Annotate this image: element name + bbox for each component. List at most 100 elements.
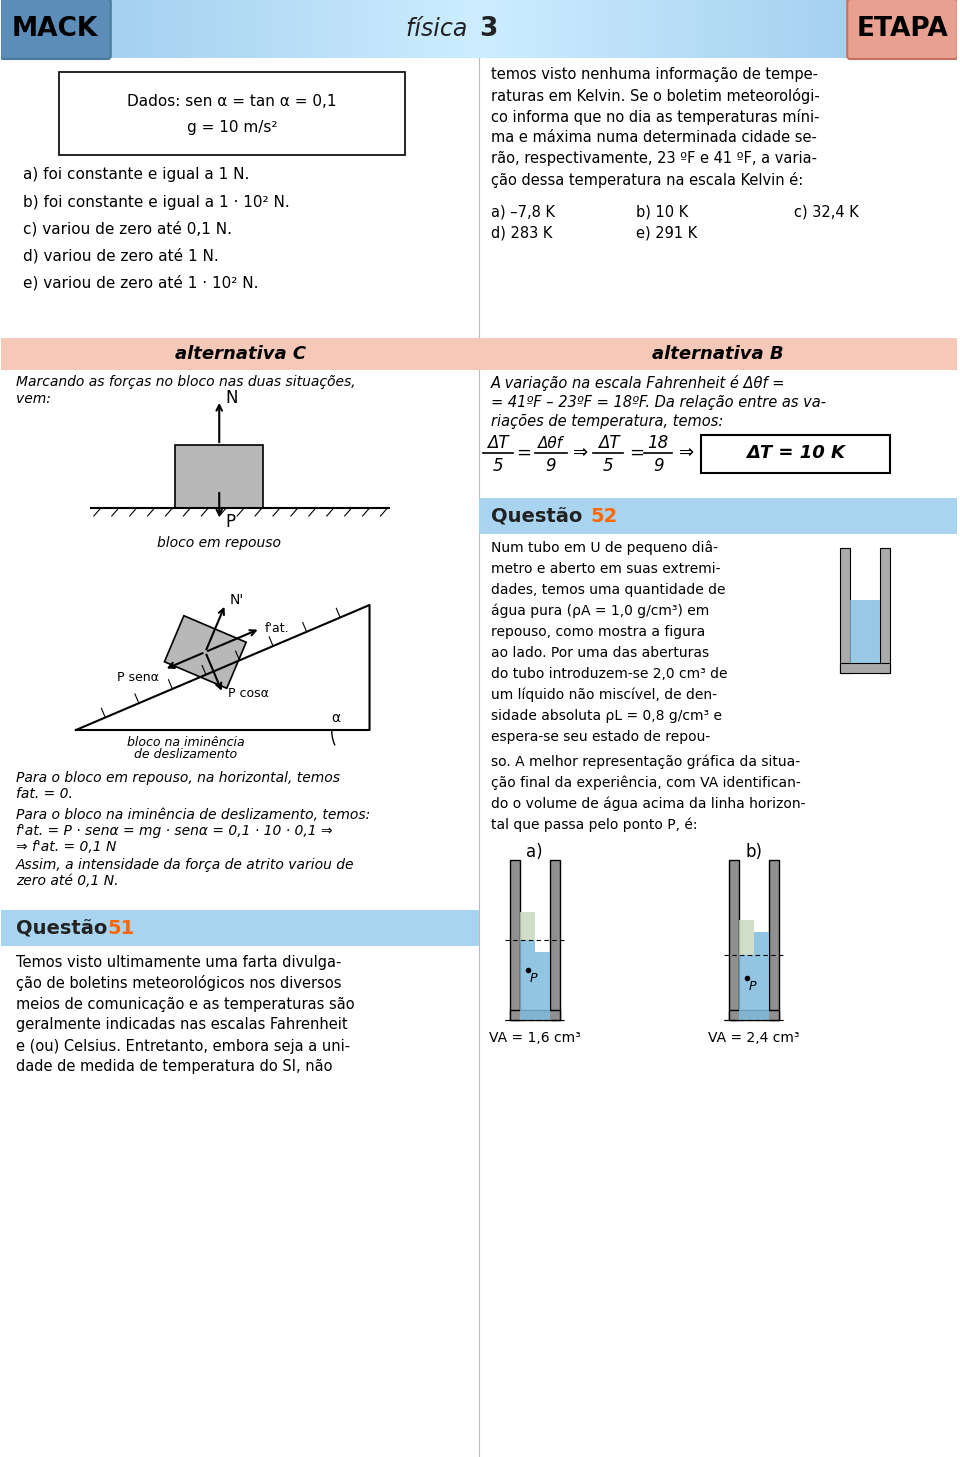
Bar	[164, 0, 169, 58]
Text: e (ou) Celsius. Entretanto, embora seja a uni-: e (ou) Celsius. Entretanto, embora seja …	[16, 1039, 350, 1053]
Bar	[245, 0, 250, 58]
Bar	[840, 548, 851, 673]
Bar	[561, 0, 565, 58]
Bar	[1, 0, 6, 58]
Text: riações de temperatura, temos:: riações de temperatura, temos:	[491, 414, 723, 428]
Bar	[641, 0, 646, 58]
Bar	[187, 0, 192, 58]
Bar	[216, 0, 221, 58]
Text: metro e aberto em suas extremi-: metro e aberto em suas extremi-	[491, 562, 720, 576]
Text: VA = 2,4 cm³: VA = 2,4 cm³	[708, 1032, 800, 1045]
Bar	[269, 0, 274, 58]
Text: 5: 5	[492, 457, 503, 475]
Bar	[397, 0, 402, 58]
Bar	[823, 0, 828, 58]
Bar	[445, 0, 450, 58]
Bar	[565, 0, 570, 58]
Text: Dados: sen α = tan α = 0,1: Dados: sen α = tan α = 0,1	[128, 95, 337, 109]
Bar	[63, 0, 68, 58]
Bar	[107, 0, 111, 58]
Text: Para o bloco na iminência de deslizamento, temos:: Para o bloco na iminência de deslizament…	[16, 809, 371, 822]
Bar	[769, 860, 779, 1020]
Bar	[30, 0, 35, 58]
Text: P: P	[749, 979, 756, 992]
Bar	[479, 338, 957, 370]
Text: ΔT = 10 K: ΔT = 10 K	[746, 444, 845, 462]
Text: P: P	[530, 972, 538, 985]
Bar	[298, 0, 302, 58]
Bar	[808, 0, 813, 58]
Bar	[651, 0, 656, 58]
Bar	[723, 0, 728, 58]
Text: VA = 1,6 cm³: VA = 1,6 cm³	[489, 1032, 581, 1045]
Bar	[928, 0, 933, 58]
Bar	[840, 663, 890, 673]
Bar	[1, 911, 479, 946]
Bar	[259, 0, 264, 58]
Bar	[718, 0, 723, 58]
Text: temos visto nenhuma informação de tempe-: temos visto nenhuma informação de tempe-	[491, 67, 818, 83]
Bar	[510, 1010, 560, 1020]
Bar	[739, 954, 754, 1020]
Text: a) –7,8 K: a) –7,8 K	[491, 204, 555, 220]
Text: ao lado. Por uma das aberturas: ao lado. Por uma das aberturas	[491, 645, 709, 660]
Bar	[670, 0, 675, 58]
FancyBboxPatch shape	[0, 0, 110, 58]
Bar	[92, 0, 97, 58]
Bar	[636, 0, 641, 58]
Bar	[25, 0, 30, 58]
Bar	[612, 0, 617, 58]
Bar	[102, 0, 107, 58]
Bar	[460, 0, 465, 58]
Bar	[116, 0, 121, 58]
Bar	[550, 860, 560, 1020]
Bar	[145, 0, 150, 58]
Bar	[689, 0, 694, 58]
Bar	[784, 0, 789, 58]
Bar	[474, 0, 479, 58]
Text: a): a)	[526, 844, 543, 861]
Bar	[632, 0, 636, 58]
Bar	[919, 0, 924, 58]
Text: so. A melhor representação gráfica da situa-: so. A melhor representação gráfica da si…	[491, 755, 800, 769]
Bar	[776, 0, 780, 58]
Text: =: =	[516, 444, 531, 462]
Text: 5: 5	[603, 457, 613, 475]
Text: =: =	[629, 444, 644, 462]
Text: alternativa B: alternativa B	[652, 345, 783, 363]
Bar	[54, 0, 59, 58]
Bar	[378, 0, 383, 58]
Bar	[701, 436, 890, 474]
Bar	[909, 0, 914, 58]
Text: alternativa C: alternativa C	[175, 345, 305, 363]
Text: Δθf: Δθf	[539, 436, 564, 450]
Text: dade de medida de temperatura do SI, não: dade de medida de temperatura do SI, não	[16, 1059, 333, 1074]
Bar	[517, 0, 522, 58]
Bar	[752, 0, 756, 58]
Bar	[622, 0, 627, 58]
Bar	[603, 0, 608, 58]
Bar	[876, 0, 880, 58]
Bar	[588, 0, 593, 58]
Bar	[150, 0, 155, 58]
Bar	[78, 0, 83, 58]
Bar	[126, 0, 131, 58]
Bar	[293, 0, 298, 58]
Text: N: N	[226, 389, 238, 407]
Text: zero até 0,1 N.: zero até 0,1 N.	[16, 874, 119, 887]
Text: d) variou de zero até 1 N.: d) variou de zero até 1 N.	[23, 248, 219, 264]
Bar	[341, 0, 346, 58]
Text: ΔT: ΔT	[598, 434, 619, 452]
Bar	[900, 0, 904, 58]
Bar	[708, 0, 713, 58]
Bar	[441, 0, 445, 58]
Bar	[713, 0, 718, 58]
Text: P: P	[226, 513, 235, 530]
Text: b): b)	[745, 844, 762, 861]
Bar	[527, 0, 532, 58]
Bar	[479, 0, 484, 58]
Bar	[226, 0, 230, 58]
Text: raturas em Kelvin. Se o boletim meteorológi-: raturas em Kelvin. Se o boletim meteorol…	[491, 87, 820, 103]
Bar	[206, 0, 211, 58]
Text: e) variou de zero até 1 · 10² N.: e) variou de zero até 1 · 10² N.	[23, 275, 258, 291]
